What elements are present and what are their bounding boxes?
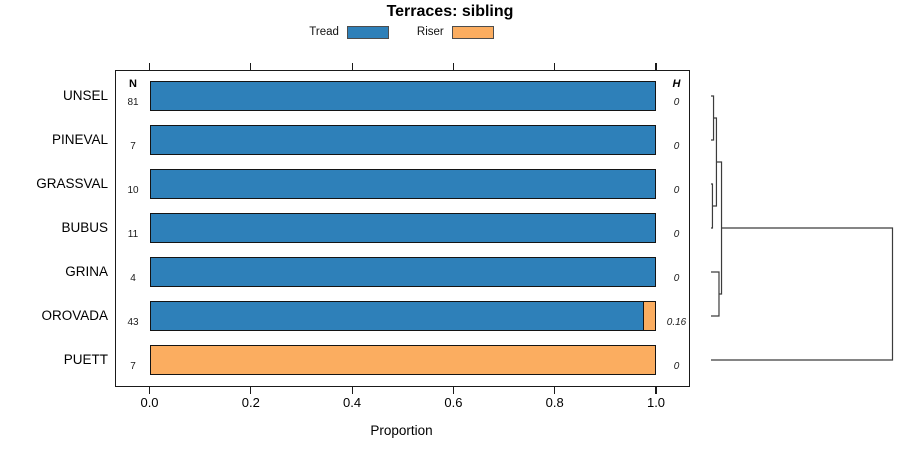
x-tick-label: 1.0 <box>646 395 666 410</box>
n-value: 7 <box>130 140 136 152</box>
n-value: 11 <box>127 228 139 240</box>
h-value: 0 <box>673 140 680 152</box>
x-tick-label: 0.8 <box>545 395 564 410</box>
legend: Tread Riser <box>115 24 688 40</box>
x-tick-top <box>554 63 556 70</box>
n-column-header: N <box>129 77 137 90</box>
x-tick-top <box>351 63 353 70</box>
x-tick-bottom <box>351 387 353 394</box>
y-axis-label: UNSEL <box>62 88 108 103</box>
dendrogram-link <box>711 227 894 361</box>
legend-label-tread: Tread <box>309 26 339 38</box>
h-value: 0 <box>673 360 680 372</box>
x-tick-bottom <box>452 387 454 394</box>
y-axis-label: GRINA <box>65 264 108 279</box>
dendrogram <box>711 95 894 361</box>
h-value: 0 <box>673 184 680 196</box>
bar-segment <box>642 301 656 331</box>
h-value: 0.16 <box>666 316 687 328</box>
bar-segment <box>149 81 656 111</box>
x-tick-bottom <box>250 387 252 394</box>
x-tick-label: 0.2 <box>241 395 260 410</box>
bar-segment <box>149 125 656 155</box>
y-axis-label: PINEVAL <box>51 132 108 147</box>
legend-item-tread: Tread <box>309 25 389 39</box>
x-tick-top <box>250 63 252 70</box>
bar-segment <box>149 257 656 287</box>
x-tick-bottom <box>655 387 657 394</box>
legend-swatch-riser <box>451 25 494 39</box>
dendrogram-link <box>716 161 723 295</box>
bar-segment <box>149 169 656 199</box>
x-tick-top <box>148 63 151 70</box>
h-value: 0 <box>673 228 680 240</box>
y-axis-label: BUBUS <box>61 220 108 235</box>
dendrogram-link <box>711 271 720 317</box>
x-tick-bottom <box>148 387 151 394</box>
dendrogram-link <box>711 183 714 229</box>
y-axis-label: PUETT <box>63 352 108 367</box>
x-tick-top <box>452 63 454 70</box>
n-value: 7 <box>130 360 136 372</box>
h-column-header: H <box>672 77 681 90</box>
x-tick-bottom <box>554 387 556 394</box>
n-value: 4 <box>130 272 136 284</box>
y-axis-label: GRASSVAL <box>36 176 108 191</box>
n-value: 43 <box>127 316 139 328</box>
x-tick-top <box>655 63 657 70</box>
n-value: 81 <box>127 96 139 108</box>
plot-panel <box>115 70 690 387</box>
bar-segment <box>149 213 656 243</box>
h-value: 0 <box>673 96 680 108</box>
dendrogram-link <box>711 95 715 141</box>
bar-segment <box>149 345 656 375</box>
x-tick-label: 0.4 <box>343 395 362 410</box>
x-tick-label: 0.6 <box>444 395 463 410</box>
legend-label-riser: Riser <box>416 26 444 38</box>
legend-swatch-tread <box>346 25 389 39</box>
x-tick-label: 0.0 <box>140 395 159 410</box>
legend-item-riser: Riser <box>416 25 494 39</box>
x-axis-label: Proportion <box>370 423 433 438</box>
n-value: 10 <box>127 184 139 196</box>
chart-title: Terraces: sibling <box>386 3 514 20</box>
bar-segment <box>149 301 645 331</box>
y-axis-label: OROVADA <box>41 308 108 323</box>
h-value: 0 <box>673 272 680 284</box>
